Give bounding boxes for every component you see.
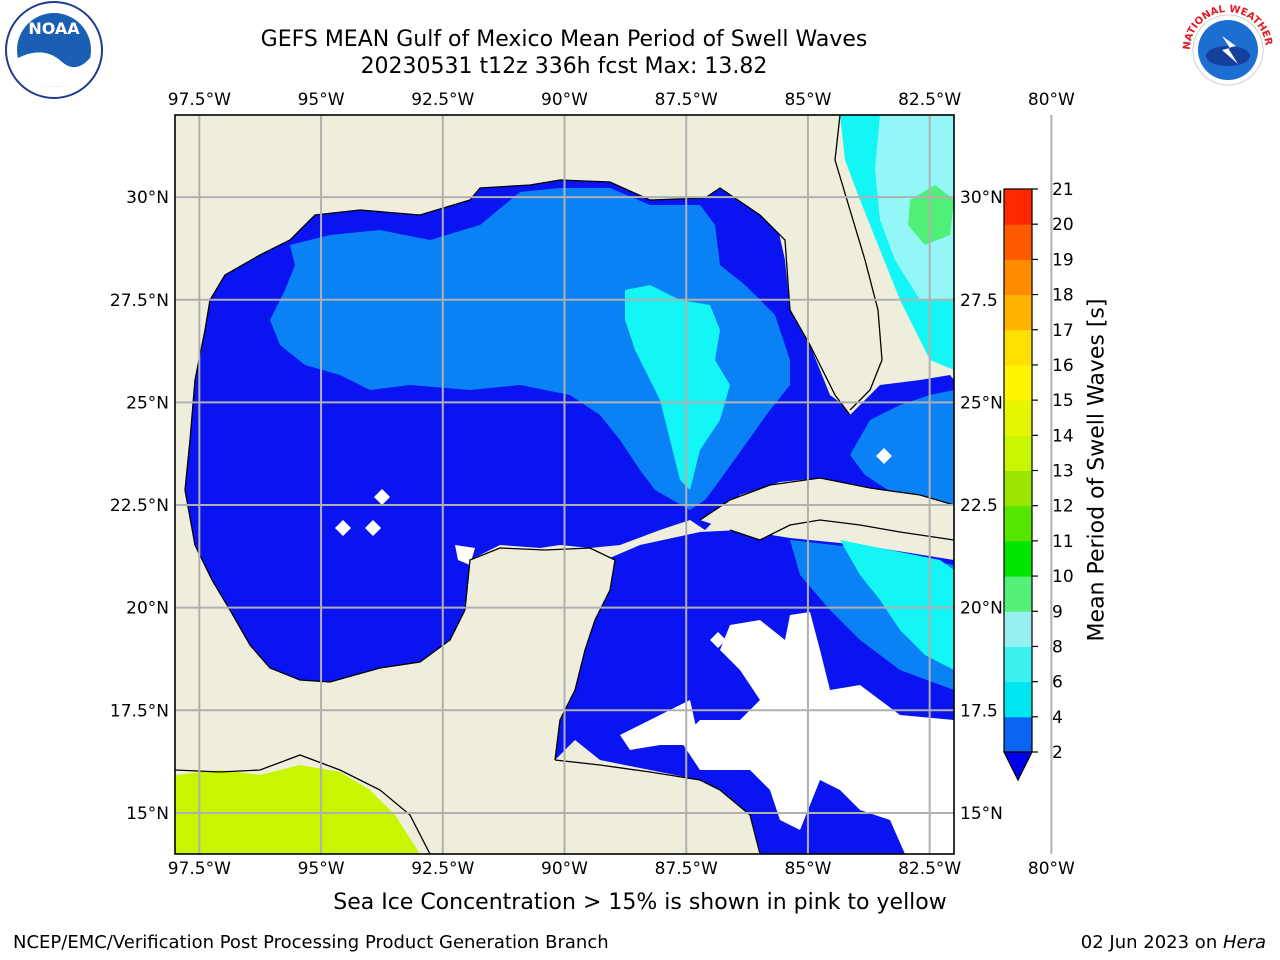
lon-tick-label-bottom: 92.5°W: [411, 859, 474, 879]
colorbar-tick-label: 9: [1052, 602, 1063, 622]
colorbar-segment: [1004, 611, 1032, 647]
lat-tick-label-left: 20°N: [126, 599, 169, 619]
colorbar-tick-label: 21: [1052, 180, 1074, 200]
lon-tick-label-top: 95°W: [298, 90, 345, 110]
colorbar-segment: [1004, 505, 1032, 542]
swell-period-4-6s-east: [850, 390, 954, 505]
colorbar-tick-label: 18: [1052, 286, 1074, 306]
lon-tick-label-bottom: 82.5°W: [898, 859, 961, 879]
colorbar-segment: [1004, 716, 1032, 753]
lat-tick-label-left: 15°N: [126, 804, 169, 824]
colorbar-segment: [1004, 681, 1032, 718]
chart-title: GEFS MEAN Gulf of Mexico Mean Period of …: [260, 27, 868, 52]
colorbar-tick-label: 6: [1052, 673, 1063, 693]
lon-tick-label-bottom: 97.5°W: [168, 859, 231, 879]
nws-logo-icon: NATIONAL WEATHER SERVICE: [1178, 0, 1275, 97]
sea-ice-note: Sea Ice Concentration > 15% is shown in …: [333, 890, 947, 915]
colorbar-tick-label: 20: [1052, 215, 1074, 235]
colorbar-segment: [1004, 470, 1032, 507]
chart-subtitle: 20230531 t12z 336h fcst Max: 13.82: [360, 54, 768, 79]
lon-tick-label-bottom: 90°W: [541, 859, 588, 879]
colorbar-segment: [1004, 540, 1032, 577]
lon-tick-label-bottom: 85°W: [784, 859, 831, 879]
lon-tick-label-top: 87.5°W: [655, 90, 718, 110]
noaa-logo-icon: NOAA: [5, 1, 103, 99]
lat-tick-label-right: 25°N: [960, 393, 1003, 413]
lat-tick-label-left: 30°N: [126, 188, 169, 208]
colorbar-tick-label: 2: [1052, 743, 1063, 763]
colorbar-extend-triangle: [1003, 751, 1033, 782]
colorbar-segment: [1004, 364, 1032, 401]
missing-data-patches: [335, 448, 954, 854]
colorbar-tick-label: 11: [1052, 532, 1074, 552]
colorbar-segment: [1004, 329, 1032, 366]
colorbar-tick-label: 14: [1052, 426, 1074, 446]
colorbar-tick-label: 16: [1052, 356, 1074, 376]
footer-date: 02 Jun 2023 on Hera: [1081, 932, 1266, 953]
swell-period-4-6s-region: [270, 188, 790, 510]
lat-tick-label-right: 17.5: [960, 701, 998, 721]
lon-tick-label-top: 82.5°W: [898, 90, 961, 110]
noaa-logo-text: NOAA: [28, 19, 80, 38]
colorbar-tick-label: 15: [1052, 391, 1074, 411]
lon-tick-label-top: 97.5°W: [168, 90, 231, 110]
colorbar-tick-label: 19: [1052, 250, 1074, 270]
lat-tick-label-right: 15°N: [960, 804, 1003, 824]
colorbar-tick-label: 12: [1052, 497, 1074, 517]
lat-tick-label-right: 20°N: [960, 599, 1003, 619]
colorbar-segment: [1004, 400, 1032, 436]
swell-period-6-8s-caribbean: [840, 540, 954, 670]
lat-tick-label-right: 22.5: [960, 496, 998, 516]
lon-tick-label-top: 92.5°W: [411, 90, 474, 110]
lon-tick-label-bottom: 87.5°W: [655, 859, 718, 879]
footer-credit: NCEP/EMC/Verification Post Processing Pr…: [13, 932, 609, 953]
colorbar-segment: [1004, 576, 1032, 612]
lat-tick-label-left: 17.5°N: [110, 701, 169, 721]
lon-tick-label-top: 90°W: [541, 90, 588, 110]
colorbar-segment: [1004, 259, 1032, 296]
lon-tick-label-bottom: 80°W: [1028, 859, 1075, 879]
lon-tick-label-bottom: 95°W: [298, 859, 345, 879]
axis-tick-labels: 97.5°W 97.5°W 95°W 95°W 92.5°W 92.5°W 90°W 90°W…: [110, 90, 1075, 879]
gridlines: [175, 115, 1053, 854]
footer-date-text: 02 Jun 2023 on: [1080, 932, 1223, 953]
colorbar-segment: [1004, 646, 1032, 683]
colorbar-segment: [1004, 224, 1032, 260]
colorbar-label: Mean Period of Swell Waves [s]: [1084, 298, 1110, 642]
swell-period-6-8s-region: [625, 285, 730, 490]
colorbar-tick-label: 10: [1052, 567, 1074, 587]
lat-tick-label-left: 27.5°N: [110, 291, 169, 311]
colorbar-tick-label: 8: [1052, 637, 1063, 657]
lat-tick-label-left: 25°N: [126, 393, 169, 413]
colorbar-tick-label: 4: [1052, 708, 1063, 728]
lat-tick-label-left: 22.5°N: [110, 496, 169, 516]
colorbar-segment: [1004, 435, 1032, 471]
colorbar-tick-label: 17: [1052, 321, 1074, 341]
lon-tick-label-top: 80°W: [1028, 90, 1075, 110]
cuba-land: [700, 478, 954, 540]
colorbar-segment: [1004, 189, 1032, 225]
footer-host: Hera: [1222, 932, 1266, 953]
yucatan-land: [440, 548, 615, 770]
sea-ice-region: [175, 765, 420, 854]
colorbar-segment: [1004, 294, 1032, 331]
florida-land: [760, 115, 882, 410]
lat-tick-label-right: 27.5: [960, 291, 998, 311]
swell-period-9-10s-atlantic: [908, 185, 954, 245]
map-frame: [174, 114, 955, 855]
lon-tick-label-top: 85°W: [784, 90, 831, 110]
colorbar-tick-label: 13: [1052, 462, 1074, 482]
colorbar: 2 4 6 8 9 10 11 12 13 14 15 16 17 18 19 20 21: [1003, 180, 1074, 782]
lat-tick-label-right: 30°N: [960, 188, 1003, 208]
